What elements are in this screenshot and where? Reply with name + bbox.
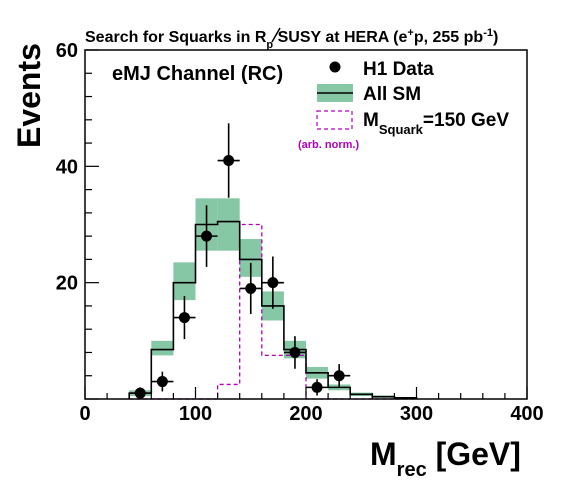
- data-point-marker: [201, 230, 213, 242]
- data-point-marker: [333, 370, 345, 382]
- sm-band-bin: [151, 340, 174, 356]
- data-point-marker: [178, 312, 190, 324]
- data-point: [129, 387, 152, 399]
- data-point: [239, 262, 262, 315]
- legend-signal-label: MSquark=150 GeV: [363, 110, 509, 137]
- data-point: [151, 371, 174, 392]
- x-tick-label: 0: [79, 403, 90, 425]
- data-points-layer: [129, 123, 351, 399]
- data-point: [217, 123, 240, 198]
- data-point-marker: [245, 282, 257, 294]
- data-point-marker: [134, 387, 146, 399]
- data-point: [173, 296, 196, 340]
- x-tick-label: 400: [510, 403, 543, 425]
- legend-sm-label: All SM: [363, 84, 421, 105]
- data-point: [261, 256, 284, 309]
- y-tick-label: 40: [56, 156, 78, 178]
- legend-signal-note: (arb. norm.): [298, 139, 359, 151]
- legend-signal-swatch: [316, 110, 353, 130]
- legend-data-marker: [329, 61, 341, 73]
- y-axis-title: Events: [11, 43, 47, 148]
- data-point-marker: [289, 346, 301, 358]
- data-point-marker: [156, 376, 168, 388]
- data-point-marker: [311, 381, 323, 393]
- data-point-marker: [223, 155, 235, 167]
- sm-band-bin: [173, 262, 196, 301]
- y-tick-label: 20: [56, 273, 78, 295]
- x-tick-label: 300: [400, 403, 433, 425]
- rp-slash-mark: [271, 27, 281, 43]
- legend: H1 Data All SM MSquark=150 GeV (arb. nor…: [298, 59, 509, 151]
- axes-layer: 0 100 200 300 400 20 40 60: [56, 40, 544, 425]
- legend-data-label: H1 Data: [363, 59, 434, 80]
- data-point: [328, 364, 351, 388]
- data-point: [195, 205, 218, 267]
- y-tick-label: 60: [56, 40, 78, 62]
- x-axis-title: Mrec [GeV]: [370, 436, 521, 477]
- sm-band-bin: [217, 198, 240, 251]
- sm-band-bin: [239, 239, 262, 277]
- channel-label: eMJ Channel (RC): [112, 63, 283, 85]
- chart-title: Search for Squarks in Rp SUSY at HERA (e…: [85, 27, 498, 51]
- data-point: [306, 379, 329, 396]
- data-point-marker: [267, 277, 279, 289]
- x-tick-label: 200: [289, 403, 322, 425]
- x-tick-label: 100: [179, 403, 212, 425]
- data-point: [283, 336, 306, 369]
